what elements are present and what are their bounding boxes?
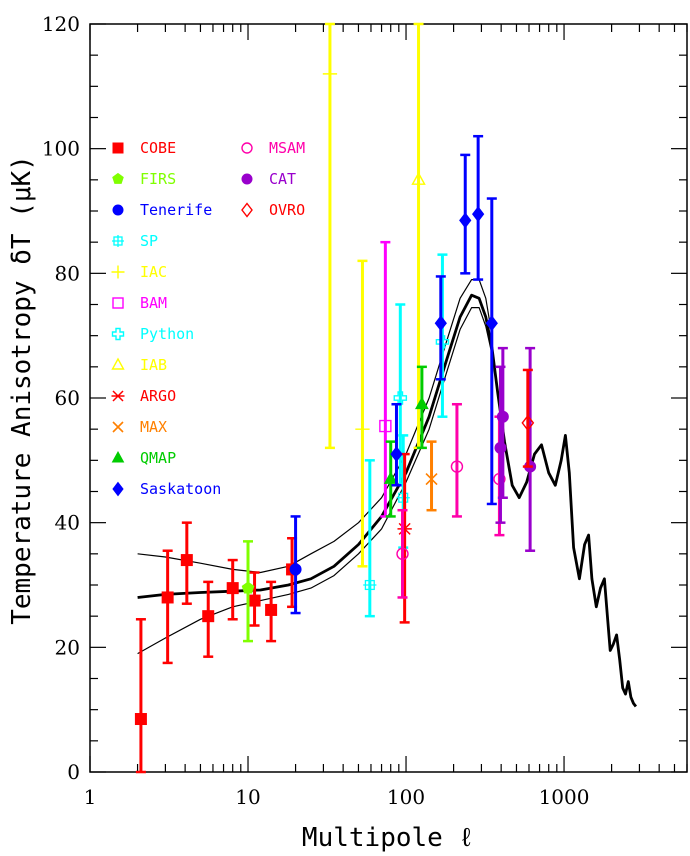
legend-label-saskatoon: Saskatoon: [140, 480, 221, 498]
legend-marker-tenerife: [112, 204, 124, 216]
legend-marker-bam: [112, 297, 124, 309]
legend-marker-firs: [112, 172, 124, 184]
y-tick-label: 60: [55, 386, 80, 410]
y-tick-label: 100: [42, 137, 80, 161]
point-saskatoon: [485, 315, 498, 332]
legend-label-qmap: QMAP: [140, 449, 176, 467]
x-tick-label: 10: [235, 785, 260, 809]
point-cobe: [248, 594, 261, 607]
legend-marker-sp-cross: [112, 235, 124, 247]
point-tenerife: [289, 563, 302, 576]
point-iab: [411, 171, 426, 185]
x-tick-label: 100: [387, 785, 425, 809]
point-bam: [379, 419, 392, 433]
legend-marker-saskatoon: [112, 481, 124, 497]
y-axis: 0 20 40 60 80 100 120: [42, 12, 687, 784]
y-tick-label: 0: [67, 760, 80, 784]
x-tick-label: 1: [84, 785, 97, 809]
plot-frame: [89, 23, 688, 773]
legend-label-cat: CAT: [269, 170, 296, 188]
legend-label-argo: ARGO: [140, 387, 176, 405]
point-qmap: [383, 471, 398, 484]
y-tick-label: 80: [55, 261, 80, 285]
legend-marker-msam: [241, 142, 253, 154]
point-saskatoon: [390, 446, 403, 463]
legend-label-msam: MSAM: [269, 139, 305, 157]
point-sp-cross: [363, 578, 377, 592]
point-argo: [397, 522, 412, 535]
plot-border: [89, 23, 688, 773]
legend-marker-qmap: [111, 450, 125, 463]
point-saskatoon: [459, 212, 472, 229]
point-msam: [450, 460, 464, 473]
legend-marker-ovro: [241, 202, 253, 218]
legend-label-firs: FIRS: [140, 170, 176, 188]
point-msam: [396, 547, 409, 561]
point-sp: [363, 578, 377, 592]
point-cobe: [202, 610, 215, 623]
point-firs: [241, 581, 255, 594]
point-qmap: [414, 396, 429, 410]
legend-marker-sp: [112, 235, 124, 247]
x-tick-label: 1000: [539, 785, 590, 809]
model-curve-thick: [137, 293, 638, 708]
point-cobe: [180, 554, 193, 567]
legend: COBE FIRS Tenerife SP IAC BAM Python IAB ARGO MAX…: [111, 139, 305, 498]
legend-label-iab: IAB: [140, 356, 167, 374]
point-iac: [322, 66, 338, 82]
legend-marker-cobe: [112, 142, 124, 154]
y-tick-label: 120: [42, 12, 80, 36]
point-saskatoon: [434, 315, 447, 332]
legend-marker-iac: [111, 265, 125, 279]
data-points: [134, 22, 537, 774]
point-ovro: [521, 414, 535, 432]
point-cobe: [134, 713, 147, 726]
y-tick-label: 40: [55, 511, 80, 535]
point-cobe: [226, 582, 239, 595]
legend-label-cobe: COBE: [140, 139, 176, 157]
legend-label-python: Python: [140, 325, 194, 343]
y-tick-label: 20: [55, 635, 80, 659]
legend-label-max: MAX: [140, 418, 167, 436]
point-saskatoon: [472, 206, 485, 223]
point-cobe: [161, 591, 174, 604]
legend-label-tenerife: Tenerife: [140, 201, 212, 219]
point-iac: [355, 422, 370, 437]
y-axis-label: Temperature Anisotropy δT (μK): [7, 155, 37, 625]
point-max: [425, 472, 438, 486]
x-axis: 1 10 100 1000: [84, 24, 688, 809]
point-python: [435, 335, 450, 349]
legend-marker-argo: [111, 390, 125, 402]
legend-marker-cat: [241, 173, 253, 185]
legend-label-iac: IAC: [140, 263, 167, 281]
legend-label-ovro: OVRO: [269, 201, 305, 219]
x-axis-label: Multipole ℓ: [302, 823, 474, 853]
point-python: [393, 391, 408, 405]
legend-label-bam: BAM: [140, 294, 167, 312]
legend-marker-max: [112, 421, 124, 433]
legend-marker-iab: [111, 357, 125, 370]
point-cobe: [265, 603, 278, 616]
legend-marker-python: [111, 327, 125, 341]
legend-label-sp: SP: [140, 232, 158, 250]
point-cat: [496, 410, 509, 423]
